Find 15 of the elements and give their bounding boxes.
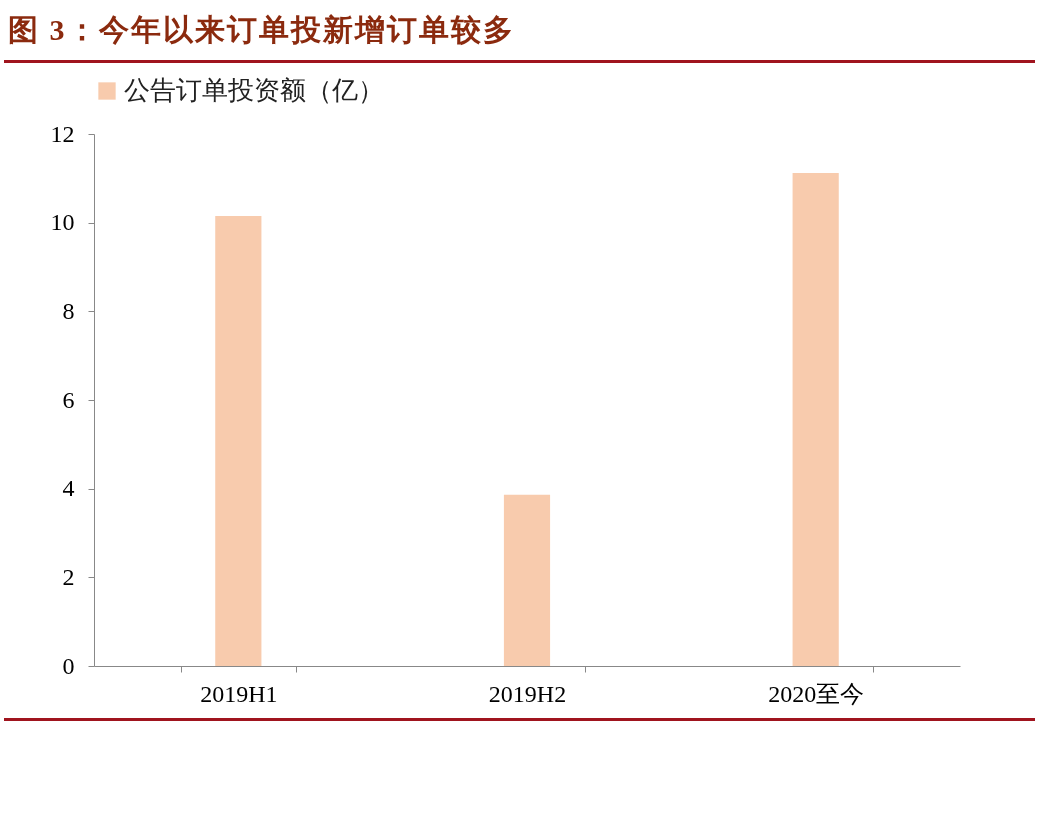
y-tick-label: 12 bbox=[50, 120, 75, 147]
y-tick-label: 10 bbox=[50, 209, 75, 236]
bar bbox=[503, 494, 551, 666]
x-tick-label: 2019H1 bbox=[200, 680, 278, 707]
y-tick-label: 6 bbox=[62, 386, 75, 413]
x-tick-label: 2020至今 bbox=[768, 680, 865, 707]
legend-label: 公告订单投资额（亿） bbox=[124, 76, 384, 105]
y-tick-label: 2 bbox=[62, 563, 75, 590]
y-tick-label: 8 bbox=[62, 297, 75, 324]
bar bbox=[215, 216, 262, 666]
bar bbox=[792, 173, 839, 666]
y-tick-label: 4 bbox=[62, 475, 75, 502]
x-tick-label: 2019H2 bbox=[488, 680, 567, 707]
chart-title: 图 3：今年以来订单投新增订单较多 bbox=[7, 12, 516, 48]
y-tick-label: 0 bbox=[62, 652, 75, 679]
